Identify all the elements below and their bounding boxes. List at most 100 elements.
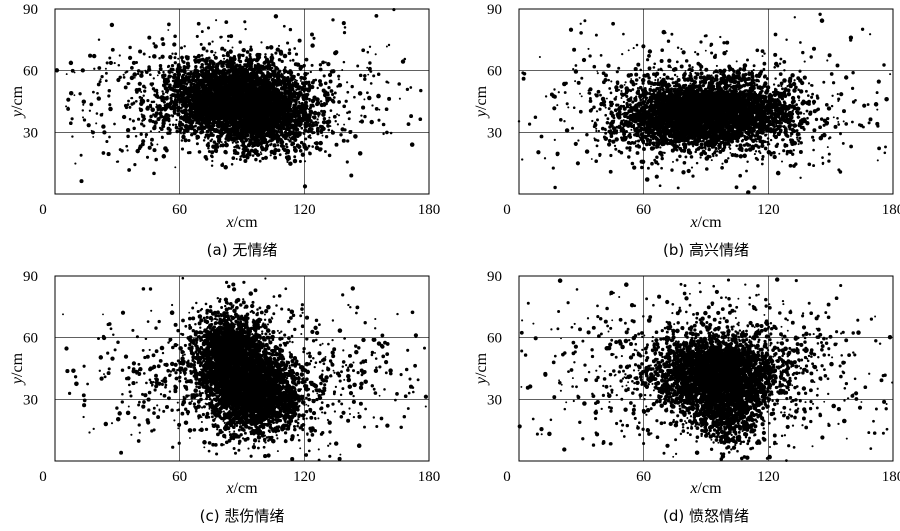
scatter-point bbox=[65, 105, 68, 108]
scatter-point bbox=[280, 59, 284, 64]
scatter-point bbox=[322, 116, 327, 121]
scatter-point bbox=[169, 57, 173, 60]
scatter-point bbox=[152, 148, 157, 153]
scatter-point bbox=[304, 57, 309, 62]
scatter-point bbox=[343, 123, 346, 126]
scatter-point bbox=[309, 136, 312, 140]
scatter-point bbox=[306, 104, 309, 108]
scatter-point bbox=[200, 120, 203, 123]
scatter-point bbox=[153, 113, 158, 118]
scatter-point bbox=[260, 41, 263, 44]
scatter-point bbox=[200, 54, 204, 57]
scatter-point bbox=[291, 85, 294, 89]
scatter-point bbox=[166, 131, 170, 135]
scatter-point bbox=[293, 47, 297, 50]
scatter-point bbox=[310, 80, 315, 85]
scatter-point bbox=[150, 137, 154, 142]
scatter-point bbox=[237, 56, 241, 60]
scatter-point bbox=[224, 150, 228, 155]
scatter-point bbox=[233, 150, 238, 155]
scatter-point bbox=[245, 73, 250, 77]
scatter-point bbox=[213, 55, 218, 60]
scatter-point bbox=[246, 122, 249, 125]
scatter-point bbox=[295, 88, 298, 91]
scatter-point bbox=[264, 123, 268, 127]
scatter-point bbox=[161, 90, 164, 93]
scatter-point bbox=[177, 57, 180, 60]
scatter-point bbox=[249, 134, 253, 137]
scatter-point bbox=[258, 53, 262, 56]
scatter-point bbox=[169, 96, 173, 101]
scatter-point bbox=[281, 114, 285, 117]
scatter-point bbox=[259, 151, 262, 154]
scatter-point bbox=[331, 92, 335, 97]
scatter-point bbox=[220, 35, 223, 39]
scatter-point bbox=[147, 35, 152, 40]
scatter-point bbox=[262, 135, 266, 138]
scatter-point bbox=[313, 141, 317, 145]
scatter-point bbox=[100, 74, 104, 79]
scatter-point bbox=[292, 103, 296, 107]
scatter-point bbox=[210, 80, 214, 85]
scatter-point bbox=[279, 139, 285, 145]
scatter-point bbox=[217, 62, 221, 65]
scatter-point bbox=[92, 135, 95, 138]
scatter-point bbox=[316, 86, 319, 90]
scatter-point bbox=[207, 147, 210, 150]
scatter-point bbox=[276, 148, 281, 153]
scatter-point bbox=[148, 118, 153, 123]
scatter-point bbox=[282, 105, 287, 110]
scatter-point bbox=[236, 140, 239, 144]
scatter-point bbox=[223, 48, 227, 52]
scatter-point bbox=[178, 99, 182, 103]
scatter-point bbox=[339, 133, 343, 137]
scatter-point bbox=[201, 126, 205, 130]
scatter-point bbox=[269, 85, 273, 89]
scatter-point bbox=[261, 99, 264, 102]
scatter-point bbox=[213, 94, 217, 98]
scatter-point bbox=[278, 105, 283, 110]
scatter-point bbox=[199, 99, 203, 104]
scatter-point bbox=[323, 150, 327, 153]
scatter-point bbox=[142, 84, 146, 89]
scatter-point bbox=[191, 77, 195, 82]
scatter-point bbox=[326, 119, 332, 124]
scatter-point bbox=[317, 115, 320, 118]
scatter-point bbox=[208, 111, 213, 115]
scatter-point bbox=[176, 112, 181, 117]
scatter-point bbox=[251, 118, 255, 122]
scatter-point bbox=[187, 138, 191, 143]
scatter-point bbox=[315, 97, 320, 102]
scatter-point bbox=[239, 138, 244, 143]
scatter-point bbox=[294, 127, 300, 132]
scatter-point bbox=[227, 70, 232, 75]
scatter-point bbox=[256, 108, 259, 111]
scatter-point bbox=[249, 55, 252, 59]
scatter-point bbox=[96, 82, 101, 87]
scatter-point bbox=[353, 134, 358, 139]
scatter-point bbox=[260, 90, 264, 93]
scatter-point bbox=[304, 96, 309, 101]
scatter-point bbox=[149, 114, 153, 119]
scatter-point bbox=[207, 42, 212, 46]
scatter-point bbox=[184, 98, 188, 102]
scatter-point bbox=[275, 74, 278, 77]
scatter-point bbox=[140, 70, 144, 74]
scatter-point bbox=[288, 113, 291, 115]
scatter-point bbox=[288, 136, 291, 139]
scatter-point bbox=[245, 148, 250, 153]
scatter-point bbox=[324, 135, 329, 139]
scatter-point bbox=[321, 60, 325, 65]
scatter-point bbox=[173, 56, 177, 60]
scatter-point bbox=[231, 156, 236, 160]
scatter-point bbox=[185, 82, 189, 86]
scatter-point bbox=[319, 147, 323, 151]
scatter-point bbox=[344, 99, 348, 103]
scatter-point bbox=[292, 77, 296, 80]
scatter-point bbox=[347, 117, 351, 121]
scatter-point bbox=[231, 138, 235, 142]
scatter-point bbox=[222, 76, 225, 80]
scatter-point bbox=[270, 142, 273, 145]
